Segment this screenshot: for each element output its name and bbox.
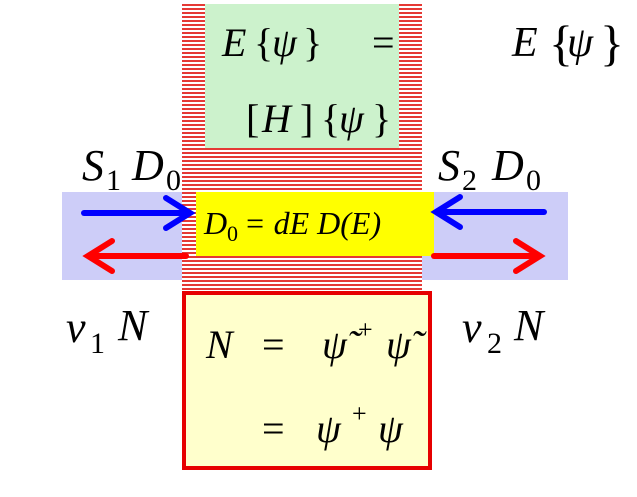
- rb1-plus: +: [358, 315, 373, 344]
- eq2-rbrace: }: [372, 96, 391, 141]
- nu1-N: N: [117, 301, 150, 350]
- nu2-N: N: [513, 301, 546, 350]
- left-in-arrow: [81, 195, 196, 231]
- rb2-plus: +: [352, 399, 367, 428]
- nu2-subscript: 2: [487, 327, 502, 360]
- nu2-nu: ν: [462, 303, 482, 352]
- left-out-arrow: [82, 238, 189, 274]
- rb2-eq: =: [262, 406, 285, 451]
- nu1-nu: ν: [66, 303, 86, 352]
- psi: ψ: [567, 20, 594, 66]
- eq1-rbrace: }: [303, 20, 322, 65]
- S2-S: S: [438, 141, 460, 190]
- eq1-equals: =: [372, 20, 395, 65]
- red-box: [182, 291, 432, 470]
- right-out-arrow: [431, 238, 546, 274]
- right-source-label: S 2 D 0: [438, 141, 541, 197]
- D0-subscript: 0: [166, 164, 181, 197]
- green-box: [205, 4, 399, 148]
- eq1-lbrace: {: [254, 20, 273, 65]
- eq2-lbrace: {: [321, 96, 340, 141]
- D0-D: D: [131, 141, 164, 190]
- S1-subscript: 1: [106, 164, 121, 197]
- S1-S: S: [82, 141, 104, 190]
- energy-E: E: [511, 20, 538, 66]
- top-right-energy-eq: E { ψ }: [511, 15, 624, 71]
- rb1-N: N: [205, 322, 235, 367]
- yb-rest: = dE D(E): [244, 205, 381, 241]
- rb2-psi-1: ψ: [316, 406, 342, 451]
- S2-subscript: 2: [462, 164, 477, 197]
- left-source-label: S 1 D 0: [82, 141, 181, 197]
- eq1-psi: ψ: [272, 20, 298, 65]
- eq2-H: H: [261, 96, 293, 141]
- left-sink-label: ν 1 N: [66, 301, 150, 360]
- right-in-arrow: [430, 194, 547, 230]
- eq1-E: E: [221, 20, 246, 65]
- right-sink-label: ν 2 N: [462, 301, 546, 360]
- D0-D-right: D: [491, 141, 524, 190]
- rb2-psi-2: ψ: [378, 406, 404, 451]
- eq2-psi: ψ: [339, 96, 365, 141]
- yellow-box-equation: D 0 = dE D(E): [203, 205, 381, 246]
- eq2-rbrack: ]: [300, 96, 313, 141]
- eq2-lbrack: [: [246, 96, 259, 141]
- rb1-eq: =: [262, 322, 285, 367]
- green-box-equation: E { ψ } = [ H ] { ψ }: [221, 20, 395, 141]
- yellow-box: [196, 192, 434, 256]
- nu1-subscript: 1: [90, 327, 105, 360]
- D0-subscript-right: 0: [526, 164, 541, 197]
- brace-right: }: [600, 15, 624, 71]
- brace-left: {: [549, 15, 573, 71]
- yb-subscript: 0: [227, 221, 238, 246]
- yb-D: D: [203, 205, 227, 241]
